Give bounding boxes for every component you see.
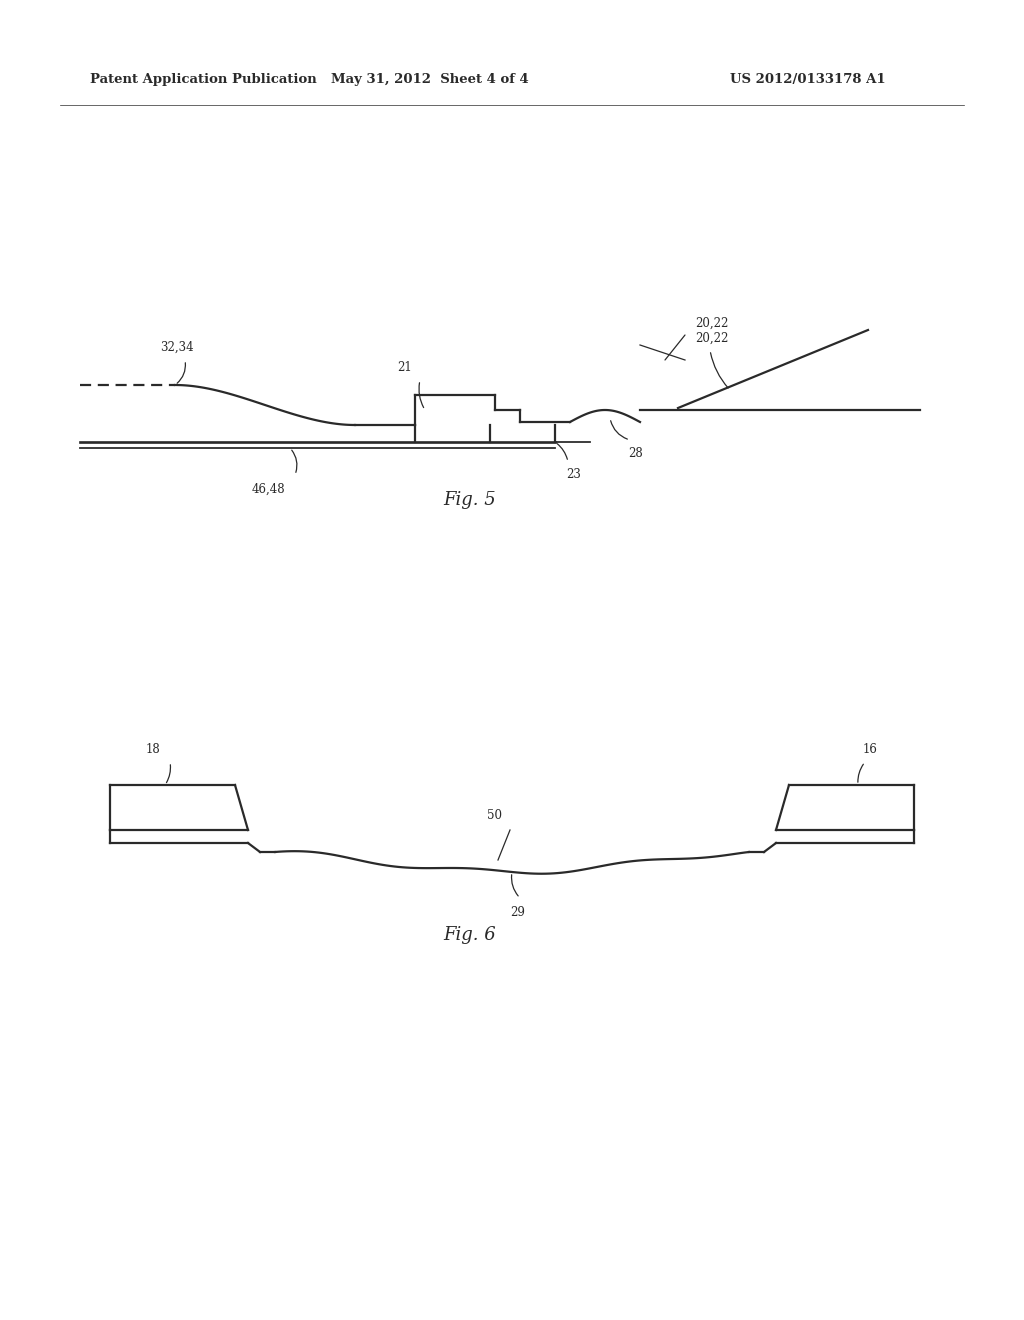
Text: May 31, 2012  Sheet 4 of 4: May 31, 2012 Sheet 4 of 4 [331,74,528,87]
Text: 28: 28 [628,447,643,459]
Text: 18: 18 [145,743,161,756]
Text: Fig. 6: Fig. 6 [443,927,497,944]
Text: 21: 21 [397,360,413,374]
Text: 50: 50 [487,809,503,822]
Text: US 2012/0133178 A1: US 2012/0133178 A1 [730,74,886,87]
Text: 20,22: 20,22 [695,333,728,345]
Text: 29: 29 [511,906,525,919]
Text: 32,34: 32,34 [160,341,194,354]
Text: 16: 16 [862,743,878,756]
Text: 46,48: 46,48 [251,483,285,496]
Text: Patent Application Publication: Patent Application Publication [90,74,316,87]
Text: 23: 23 [566,469,581,480]
Text: 20,22: 20,22 [695,317,728,330]
Text: Fig. 5: Fig. 5 [443,491,497,510]
